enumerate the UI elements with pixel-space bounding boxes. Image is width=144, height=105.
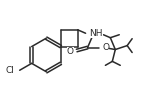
Text: O: O	[102, 43, 109, 52]
Text: NH: NH	[90, 29, 103, 38]
Text: O: O	[67, 47, 74, 56]
Text: Cl: Cl	[6, 66, 15, 75]
